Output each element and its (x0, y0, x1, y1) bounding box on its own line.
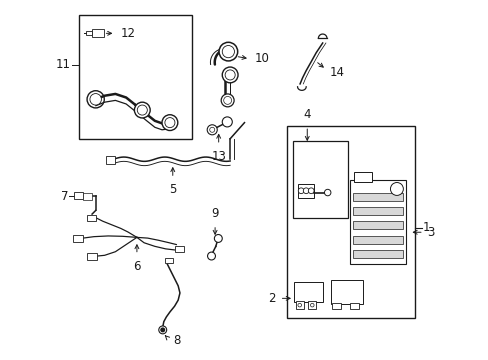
Bar (330, 280, 362, 304)
Circle shape (161, 328, 164, 332)
Circle shape (207, 252, 215, 260)
Text: 12: 12 (121, 27, 136, 40)
Text: 5: 5 (169, 183, 176, 196)
Bar (174, 246, 183, 252)
Circle shape (224, 70, 235, 80)
Circle shape (137, 105, 147, 115)
Bar (352, 221, 402, 229)
Bar (295, 301, 303, 309)
Circle shape (298, 188, 304, 194)
Text: 11: 11 (56, 58, 71, 71)
Bar (87, 253, 97, 260)
Bar (349, 180, 405, 264)
Circle shape (221, 94, 234, 107)
Text: 6: 6 (133, 260, 141, 273)
Circle shape (209, 127, 214, 132)
Bar (353, 172, 371, 182)
Bar (352, 207, 402, 215)
Circle shape (297, 303, 301, 307)
Bar (164, 258, 172, 263)
Circle shape (219, 42, 237, 61)
Circle shape (308, 188, 313, 194)
Bar (332, 303, 341, 309)
Bar (349, 303, 359, 309)
Circle shape (222, 67, 238, 83)
Bar (308, 301, 316, 309)
Circle shape (324, 189, 330, 196)
Text: 10: 10 (254, 52, 269, 65)
Text: 1: 1 (422, 221, 430, 234)
Bar (85, 31, 92, 36)
Bar (286, 126, 414, 318)
Bar (352, 236, 402, 244)
Text: 3: 3 (426, 226, 433, 239)
Text: 14: 14 (329, 66, 344, 79)
Bar (293, 282, 322, 302)
Circle shape (222, 45, 234, 58)
Text: 4: 4 (303, 108, 310, 121)
Text: 13: 13 (211, 149, 225, 162)
Bar (352, 250, 402, 258)
Circle shape (164, 118, 175, 128)
Bar (92, 30, 103, 37)
Bar (105, 156, 115, 163)
Bar (298, 184, 314, 198)
Circle shape (222, 117, 232, 127)
Circle shape (159, 326, 166, 334)
Circle shape (87, 91, 104, 108)
Circle shape (389, 183, 403, 195)
Text: 7: 7 (61, 190, 68, 203)
Circle shape (310, 303, 313, 307)
Bar (74, 192, 83, 199)
Bar (79, 15, 191, 139)
Circle shape (207, 125, 217, 135)
Circle shape (90, 94, 101, 105)
Bar (292, 140, 348, 218)
Circle shape (214, 234, 222, 242)
Bar (352, 193, 402, 201)
Text: 2: 2 (268, 292, 276, 305)
Bar (73, 235, 83, 242)
Circle shape (303, 188, 308, 194)
Circle shape (162, 115, 178, 131)
Text: 9: 9 (211, 207, 219, 220)
Circle shape (223, 96, 231, 104)
Circle shape (134, 102, 150, 118)
Bar (87, 215, 96, 221)
Bar (83, 193, 92, 200)
Text: 8: 8 (172, 334, 180, 347)
